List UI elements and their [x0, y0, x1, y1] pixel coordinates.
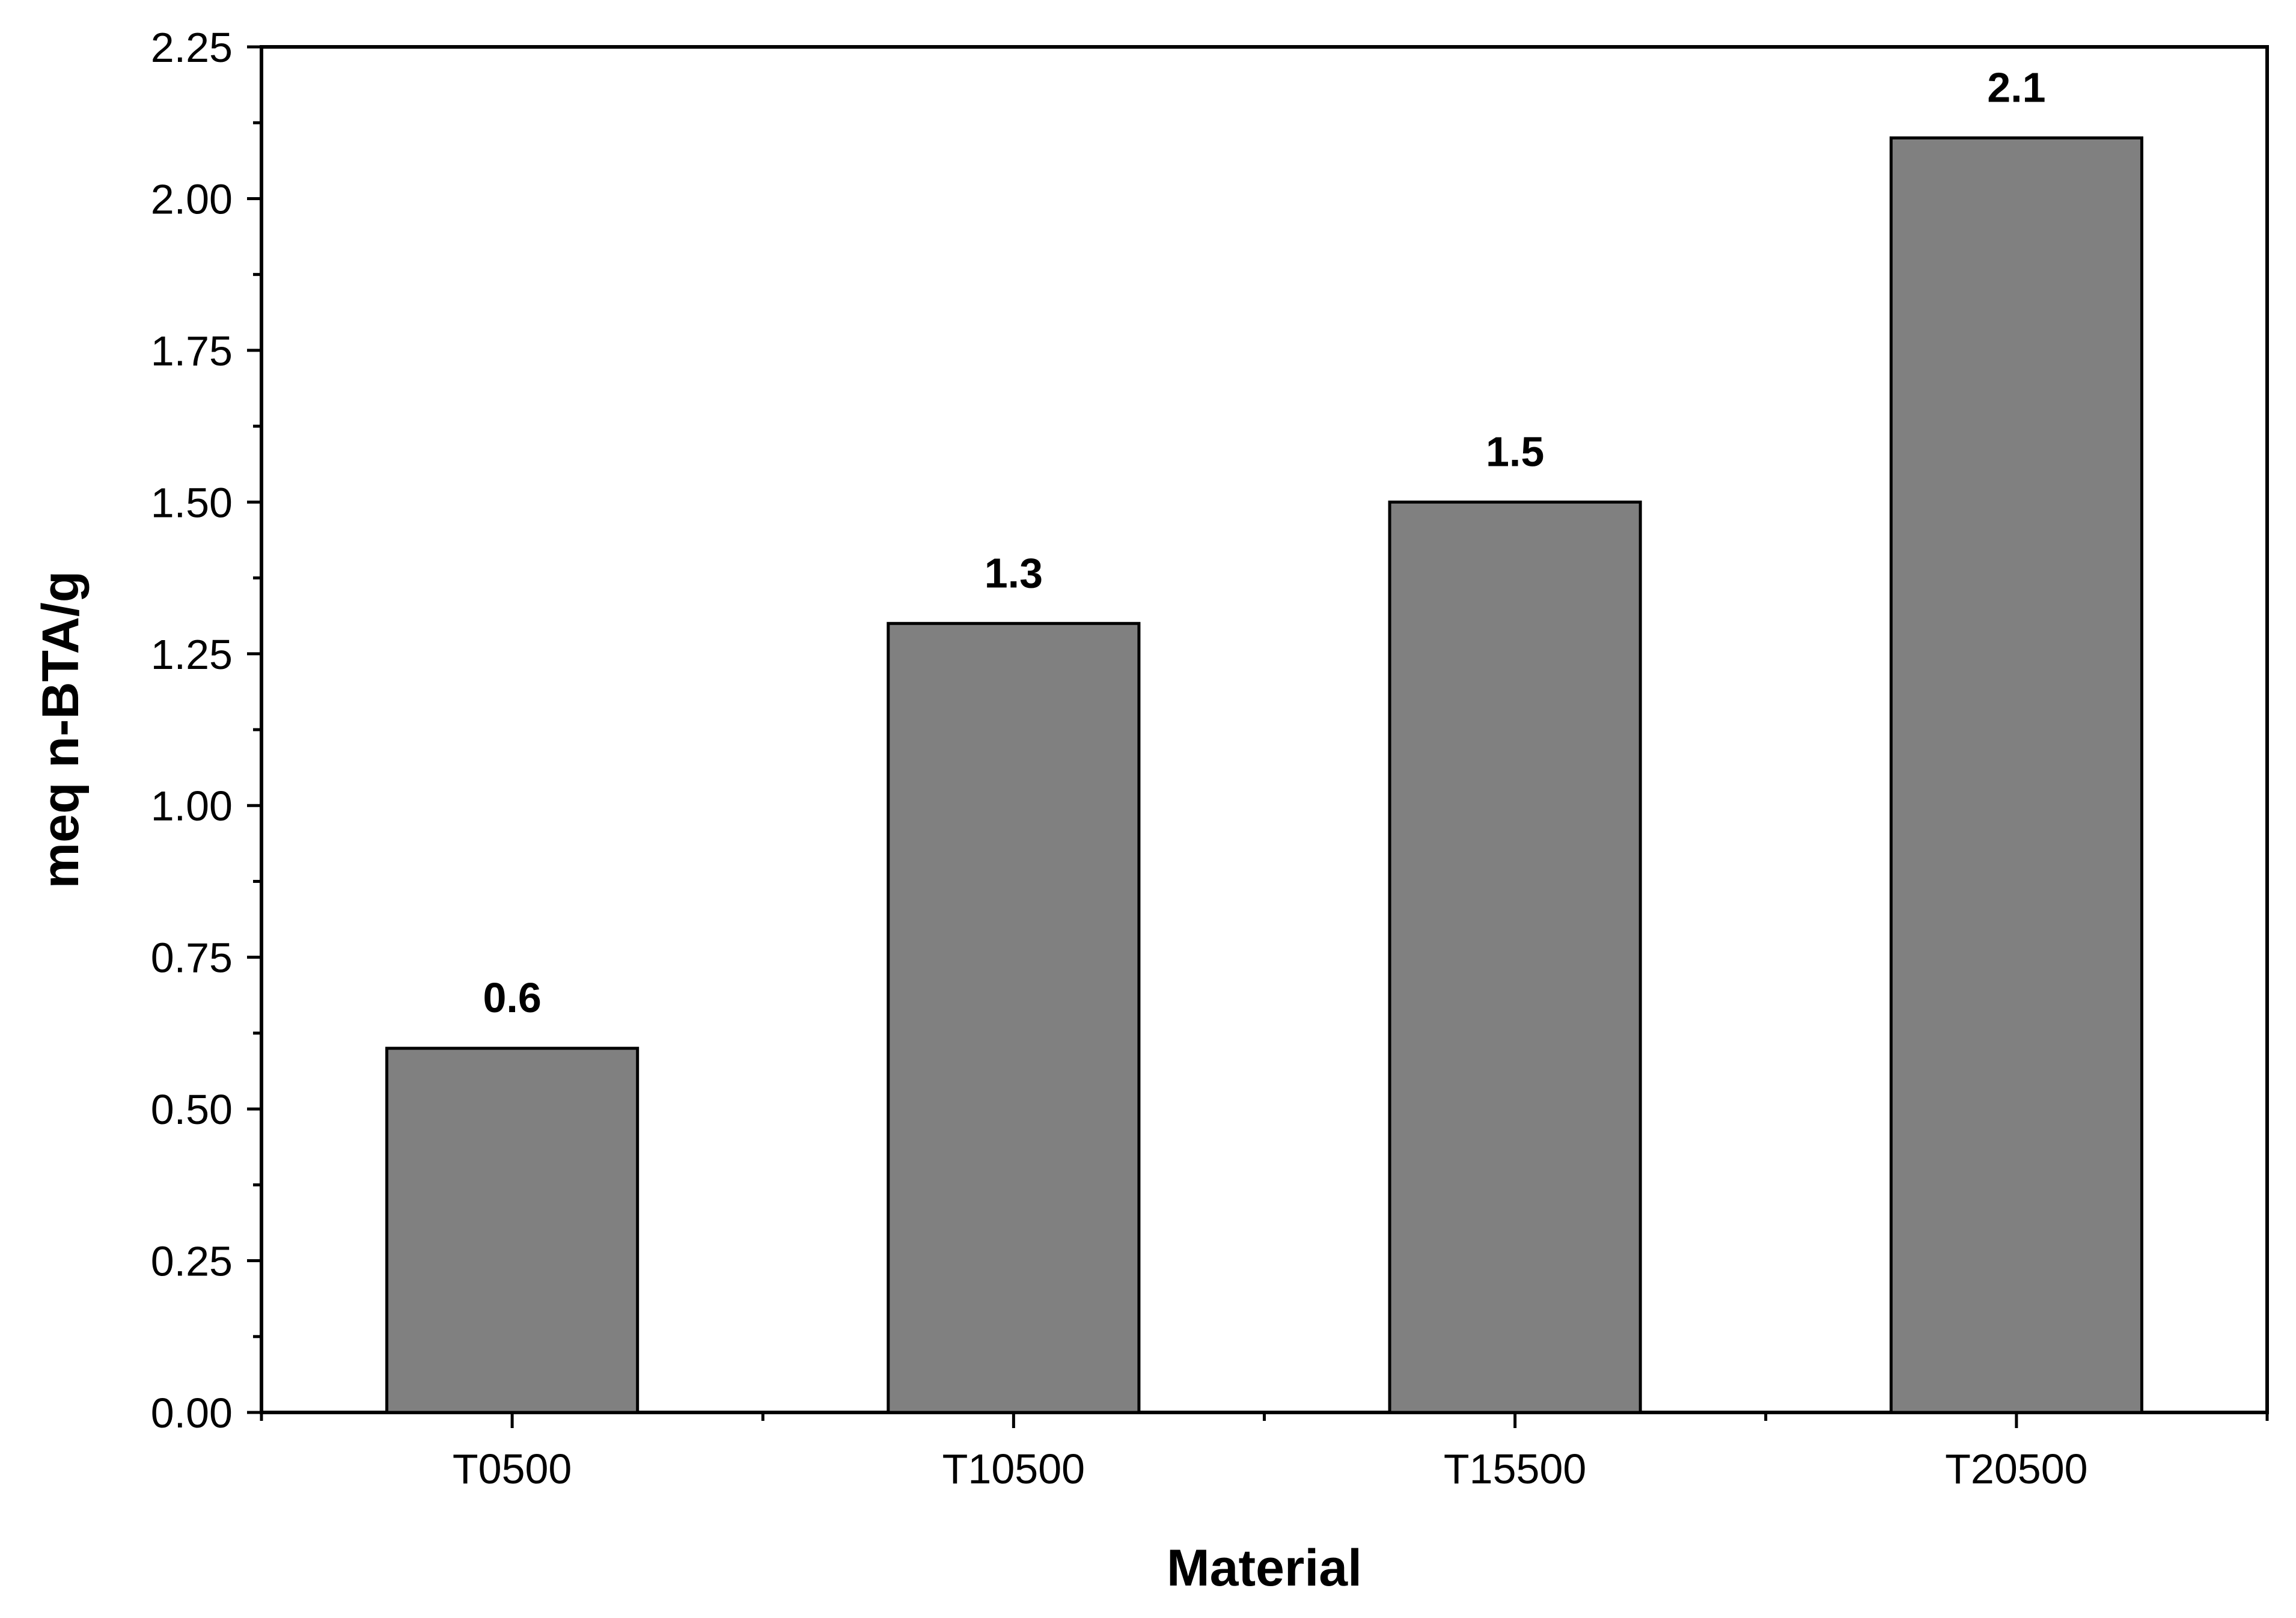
y-tick-label: 0.50 — [151, 1086, 233, 1133]
bar-T15500 — [1388, 500, 1642, 1414]
data-label-T15500: 1.5 — [1486, 428, 1544, 475]
x-tick-label-T10500: T10500 — [942, 1446, 1085, 1492]
y-tick-label: 1.50 — [151, 479, 233, 526]
x-axis-title: Material — [1167, 1539, 1362, 1597]
bar-T10500 — [887, 621, 1141, 1414]
bar-T0500 — [385, 1046, 640, 1414]
data-label-T10500: 1.3 — [985, 549, 1043, 596]
y-tick-label: 1.75 — [151, 328, 233, 374]
x-tick-label-T20500: T20500 — [1945, 1446, 2087, 1492]
y-tick-label: 2.00 — [151, 176, 233, 222]
y-tick-label: 1.00 — [151, 783, 233, 829]
y-axis-title: meq n-BTA/g — [32, 571, 90, 889]
bar-T20500 — [1889, 136, 2143, 1414]
y-tick-label: 0.25 — [151, 1238, 233, 1285]
x-tick-label-T15500: T15500 — [1444, 1446, 1586, 1492]
data-label-T20500: 2.1 — [1987, 64, 2045, 111]
x-tick-label-T0500: T0500 — [453, 1446, 572, 1492]
y-tick-label: 2.25 — [151, 24, 233, 71]
data-label-T0500: 0.6 — [483, 974, 541, 1021]
y-tick-label: 0.00 — [151, 1390, 233, 1436]
y-tick-label: 0.75 — [151, 935, 233, 981]
y-tick-label: 1.25 — [151, 631, 233, 678]
